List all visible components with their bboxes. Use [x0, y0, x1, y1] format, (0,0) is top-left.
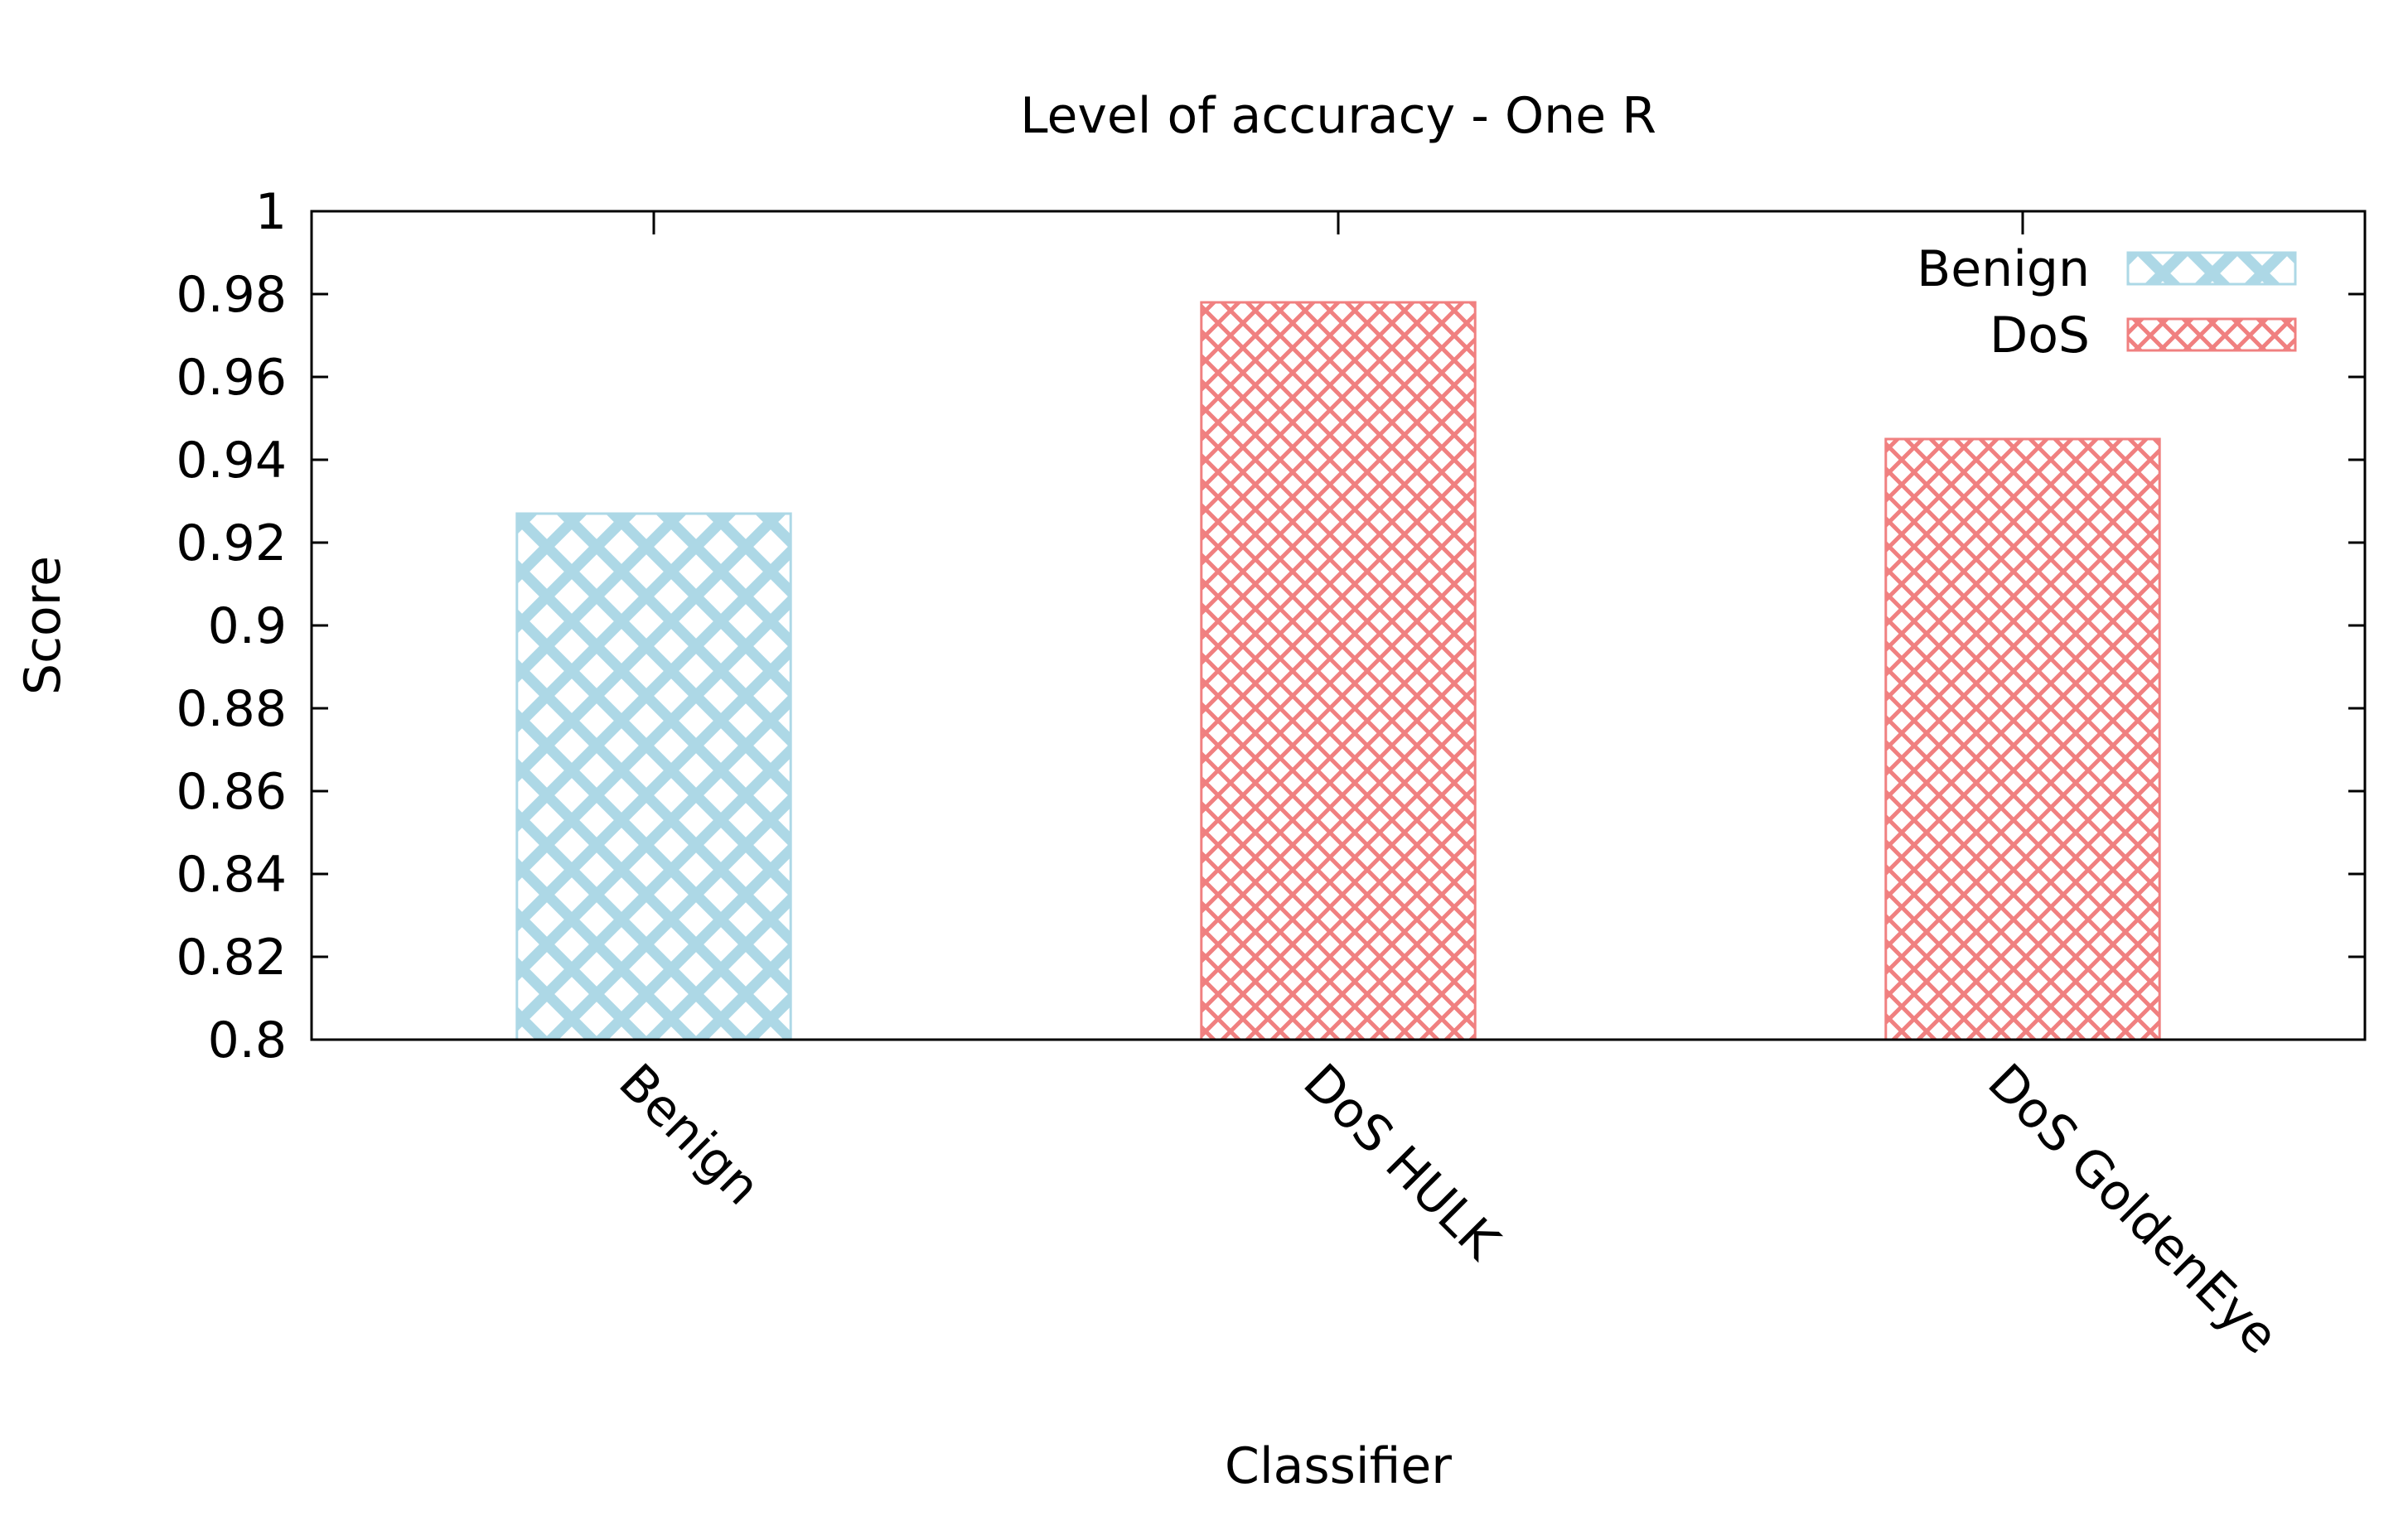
bar-benign [515, 512, 792, 1041]
y-tick-label: 0.92 [176, 514, 287, 572]
y-axis-ticks: 0.8 0.82 0.84 0.86 0.88 0.9 0.92 0.94 0.96 0.98 1 [176, 183, 2365, 1069]
x-tick-label: DoS HULK [1292, 1053, 1511, 1272]
plot-frame [310, 210, 2367, 1041]
legend-label-dos: DoS [1990, 307, 2090, 364]
legend: Benign DoS [1917, 240, 2297, 364]
y-tick-label: 0.8 [208, 1011, 287, 1069]
y-tick-label: 0.96 [176, 349, 287, 407]
y-tick-label: 0.98 [176, 266, 287, 324]
y-tick-label: 0.88 [176, 680, 287, 738]
y-axis-title: Score [14, 556, 72, 695]
bar-dos-hulk [1200, 301, 1477, 1041]
y-tick-label: 0.94 [176, 432, 287, 490]
x-tick-label: DoS GoldenEye [1976, 1053, 2289, 1365]
legend-swatch-benign [2126, 251, 2297, 286]
chart-title: Level of accuracy - One R [1020, 87, 1656, 145]
y-tick-label: 0.82 [176, 929, 287, 987]
x-axis-title: Classifier [1225, 1437, 1452, 1495]
x-tick-label: Benign [607, 1053, 771, 1216]
legend-label-benign: Benign [1917, 240, 2090, 298]
y-tick-label: 0.86 [176, 763, 287, 821]
y-tick-label: 0.9 [208, 597, 287, 655]
y-tick-label: 0.84 [176, 846, 287, 904]
y-tick-label: 1 [255, 183, 287, 241]
legend-swatch-dos [2126, 317, 2297, 352]
bar-dos-goldeneye [1884, 437, 2161, 1041]
bars [515, 301, 2161, 1041]
